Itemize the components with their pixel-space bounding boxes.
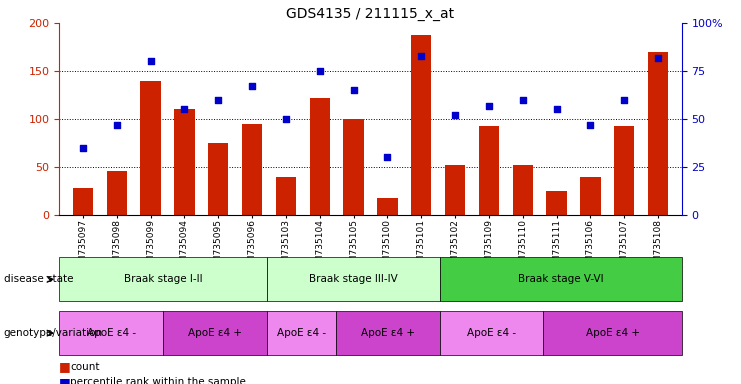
Point [348,87,359,93]
Text: ApoE ε4 +: ApoE ε4 + [361,328,415,338]
Bar [546,191,567,215]
Point [652,55,664,61]
Point [585,122,597,128]
Bar [141,81,161,215]
Bar [614,126,634,215]
Point [280,116,292,122]
Bar [208,143,228,215]
Point [77,145,89,151]
Bar [343,119,364,215]
Bar [174,109,195,215]
Point [144,58,156,65]
Bar [445,165,465,215]
Bar [411,35,431,215]
Point [449,112,461,118]
Bar [310,98,330,215]
Bar [73,188,93,215]
Bar [276,177,296,215]
Point [314,68,326,74]
Point [111,122,123,128]
Point [551,106,562,113]
Text: Braak stage III-IV: Braak stage III-IV [309,274,398,285]
Text: ■: ■ [59,376,71,384]
Text: ApoE ε4 -: ApoE ε4 - [277,328,326,338]
Bar [513,165,533,215]
Title: GDS4135 / 211115_x_at: GDS4135 / 211115_x_at [287,7,454,21]
Text: genotype/variation: genotype/variation [4,328,103,338]
Text: ApoE ε4 -: ApoE ε4 - [87,328,136,338]
Point [246,83,258,89]
Bar [377,198,398,215]
Point [618,97,630,103]
Text: ApoE ε4 +: ApoE ε4 + [585,328,639,338]
Text: count: count [70,362,100,372]
Text: disease state: disease state [4,274,73,285]
Point [415,53,427,59]
Text: percentile rank within the sample: percentile rank within the sample [70,377,246,384]
Text: ■: ■ [59,360,71,373]
Bar [580,177,600,215]
Point [382,154,393,161]
Bar [242,124,262,215]
Point [179,106,190,113]
Text: ApoE ε4 -: ApoE ε4 - [467,328,516,338]
Text: Braak stage V-VI: Braak stage V-VI [518,274,603,285]
Point [516,97,528,103]
Bar [648,52,668,215]
Point [213,97,225,103]
Text: ApoE ε4 +: ApoE ε4 + [188,328,242,338]
Point [483,103,495,109]
Text: Braak stage I-II: Braak stage I-II [124,274,202,285]
Bar [479,126,499,215]
Bar [107,171,127,215]
